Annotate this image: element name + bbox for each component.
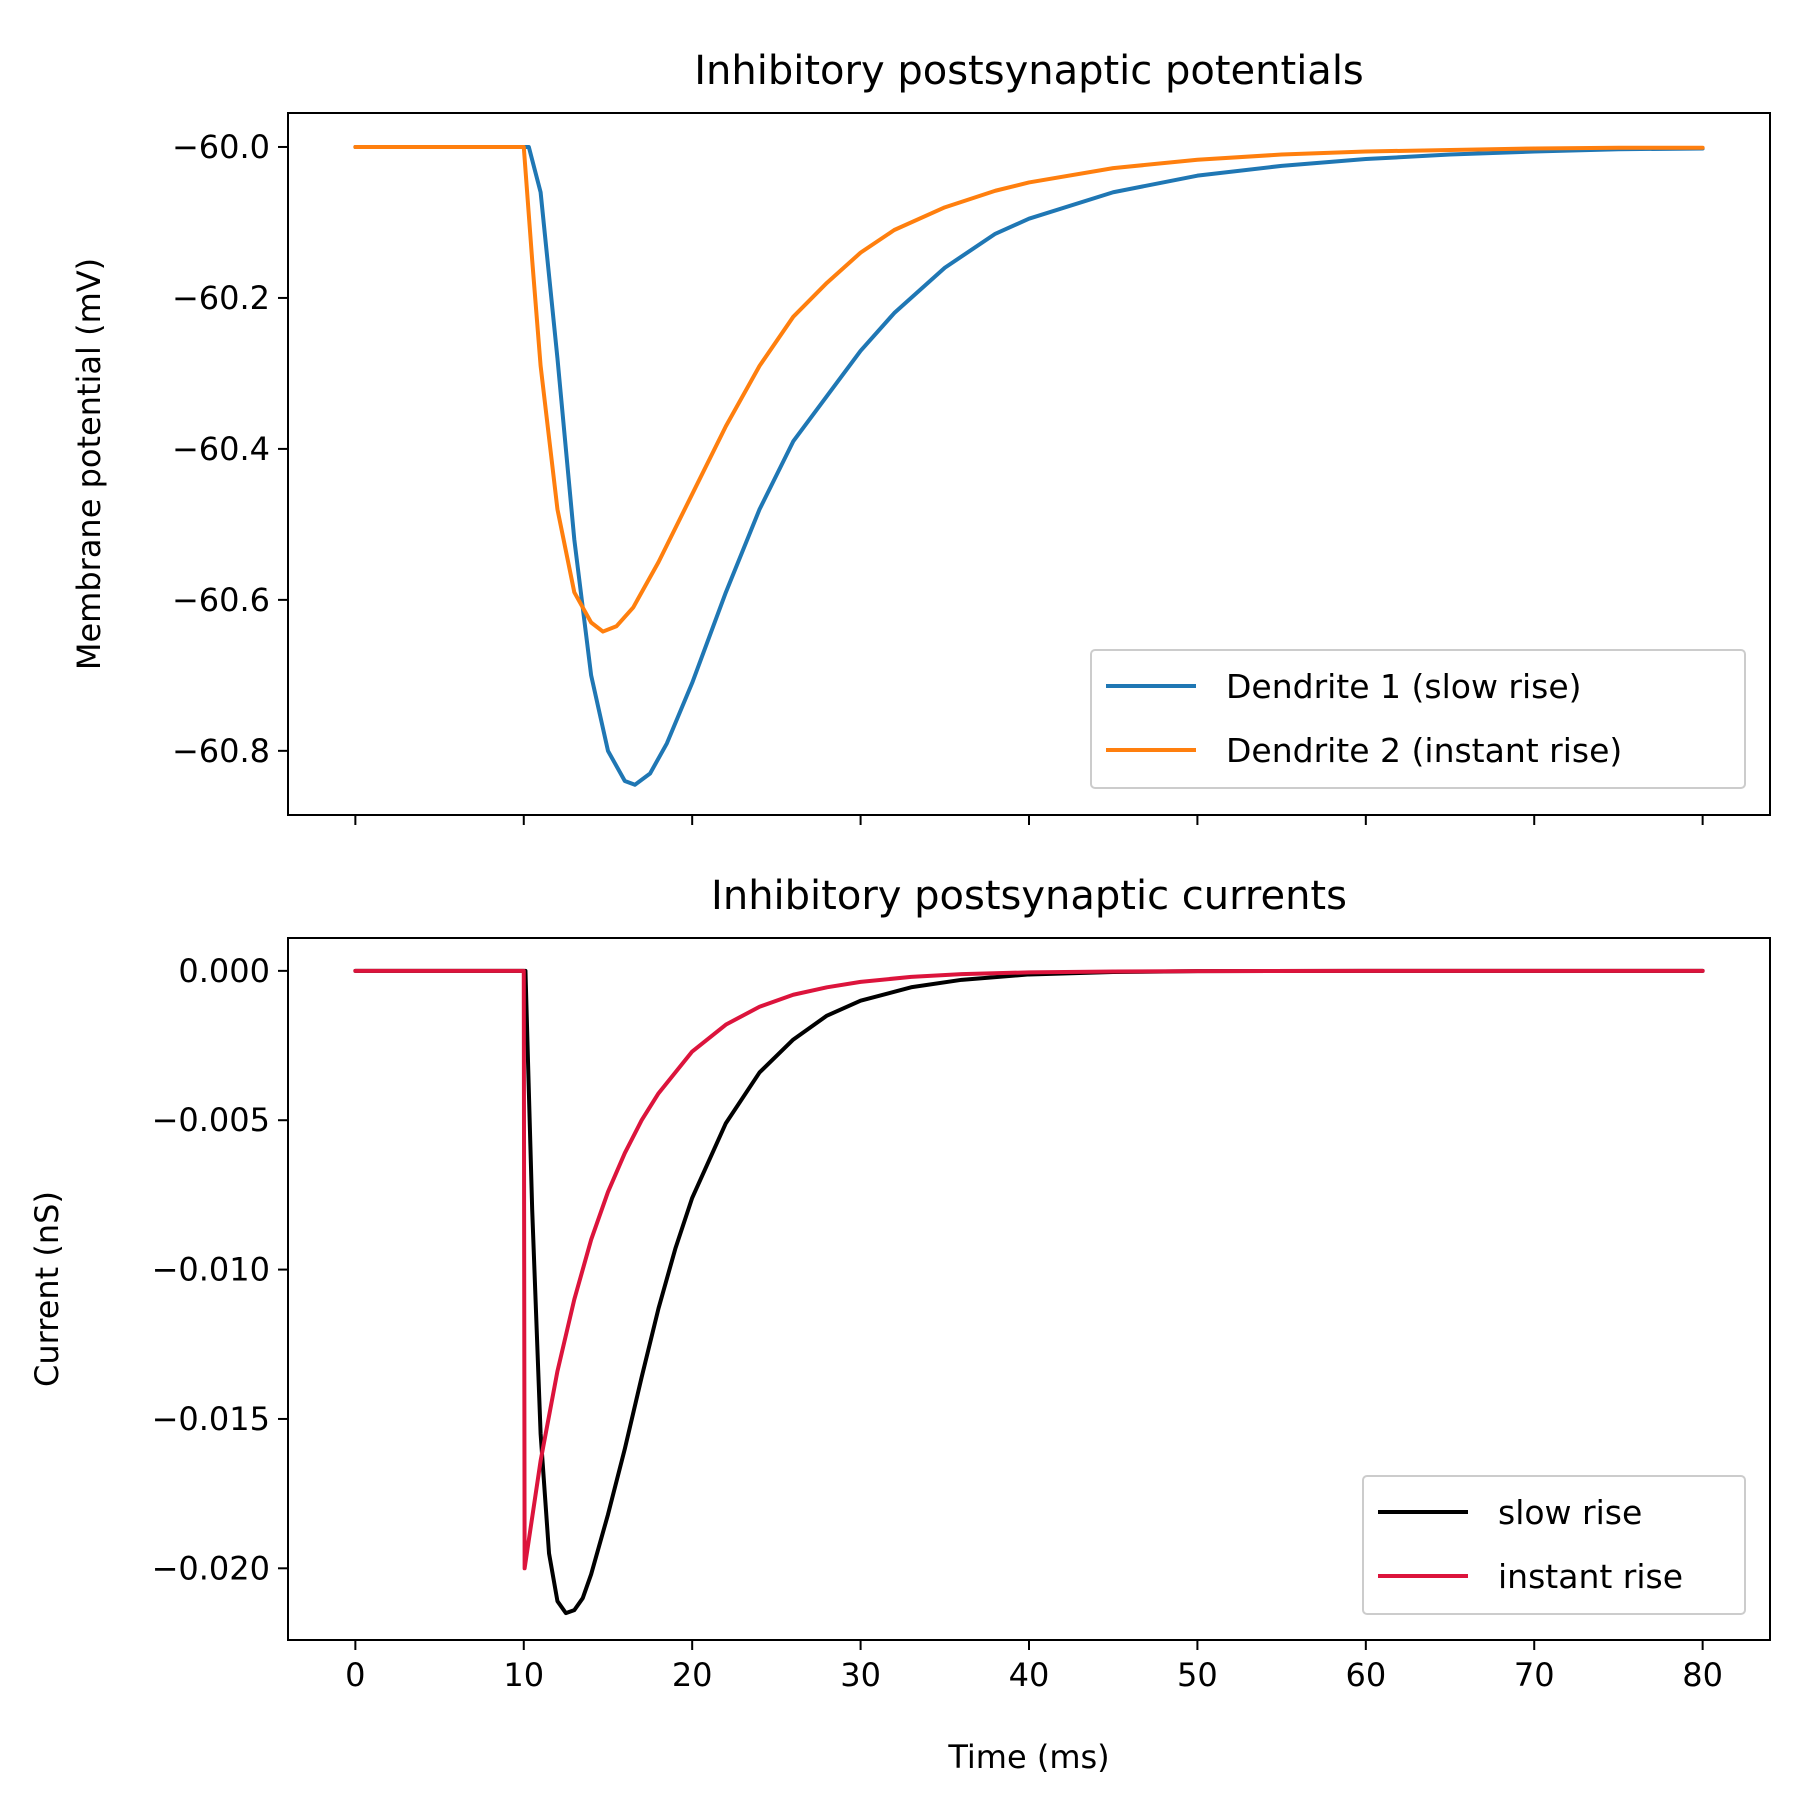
legend-label-slow-rise: slow rise [1498, 1493, 1642, 1532]
potentials-title: Inhibitory postsynaptic potentials [694, 48, 1364, 94]
currents-plot-frame [287, 937, 1771, 1641]
currents-title: Inhibitory postsynaptic currents [711, 873, 1347, 919]
currents-xlabel: Time (ms) [947, 1738, 1109, 1776]
currents-y-tick-label: −0.005 [152, 1101, 270, 1139]
currents-x-tick-label: 70 [1514, 1656, 1555, 1694]
legend-label-dendrite-1: Dendrite 1 (slow rise) [1226, 667, 1582, 706]
currents-x-tick-label: 40 [1009, 1656, 1050, 1694]
potentials-y-tick-label: −60.6 [172, 581, 270, 619]
currents-x-tick-label: 80 [1682, 1656, 1723, 1694]
currents-x-tick-label: 30 [840, 1656, 881, 1694]
potentials-y-tick-label: −60.4 [172, 430, 270, 468]
currents-y-tick-label: −0.010 [152, 1251, 270, 1289]
currents-x-tick-label: 50 [1177, 1656, 1218, 1694]
legend-box [1090, 649, 1746, 789]
series-line-dendrite-1-slow-rise [353, 144, 1705, 787]
potentials-lines [353, 144, 1705, 787]
potentials-y-tick-label: −60.2 [172, 279, 270, 317]
potentials-y-tick-label: −60.0 [172, 128, 270, 166]
currents-x-tick-label: 20 [672, 1656, 713, 1694]
series-line-instant-rise [353, 968, 1705, 1571]
legend-label-instant-rise: instant rise [1498, 1557, 1683, 1596]
currents-y-tick-label: 0.000 [178, 952, 270, 990]
currents-ticks: 0 10 20 30 40 50 60 70 80 0.000 −0.005 −0.010 −0.015… [152, 952, 1723, 1694]
currents-x-tick-label: 60 [1345, 1656, 1386, 1694]
legend-label-dendrite-2: Dendrite 2 (instant rise) [1226, 731, 1622, 770]
currents-y-tick-label: −0.020 [152, 1549, 270, 1587]
currents-y-tick-label: −0.015 [152, 1400, 270, 1438]
potentials-ylabel: Membrane potential (mV) [70, 258, 108, 670]
potentials-y-tick-label: −60.8 [172, 732, 270, 770]
potentials-ticks: −60.0 −60.2 −60.4 −60.6 −60.8 [172, 128, 1704, 825]
currents-ylabel: Current (nS) [28, 1191, 66, 1387]
currents-legend: slow rise instant rise [1362, 1475, 1746, 1615]
currents-x-tick-label: 10 [503, 1656, 544, 1694]
potentials-panel: Inhibitory postsynaptic potentials Membr… [70, 48, 1771, 825]
currents-lines [353, 968, 1705, 1616]
potentials-legend: Dendrite 1 (slow rise) Dendrite 2 (insta… [1090, 649, 1746, 789]
currents-panel: Inhibitory postsynaptic currents Current… [28, 873, 1771, 1776]
potentials-plot-frame [287, 112, 1771, 816]
currents-x-tick-label: 0 [345, 1656, 365, 1694]
series-line-dendrite-2-instant-rise [353, 144, 1705, 634]
